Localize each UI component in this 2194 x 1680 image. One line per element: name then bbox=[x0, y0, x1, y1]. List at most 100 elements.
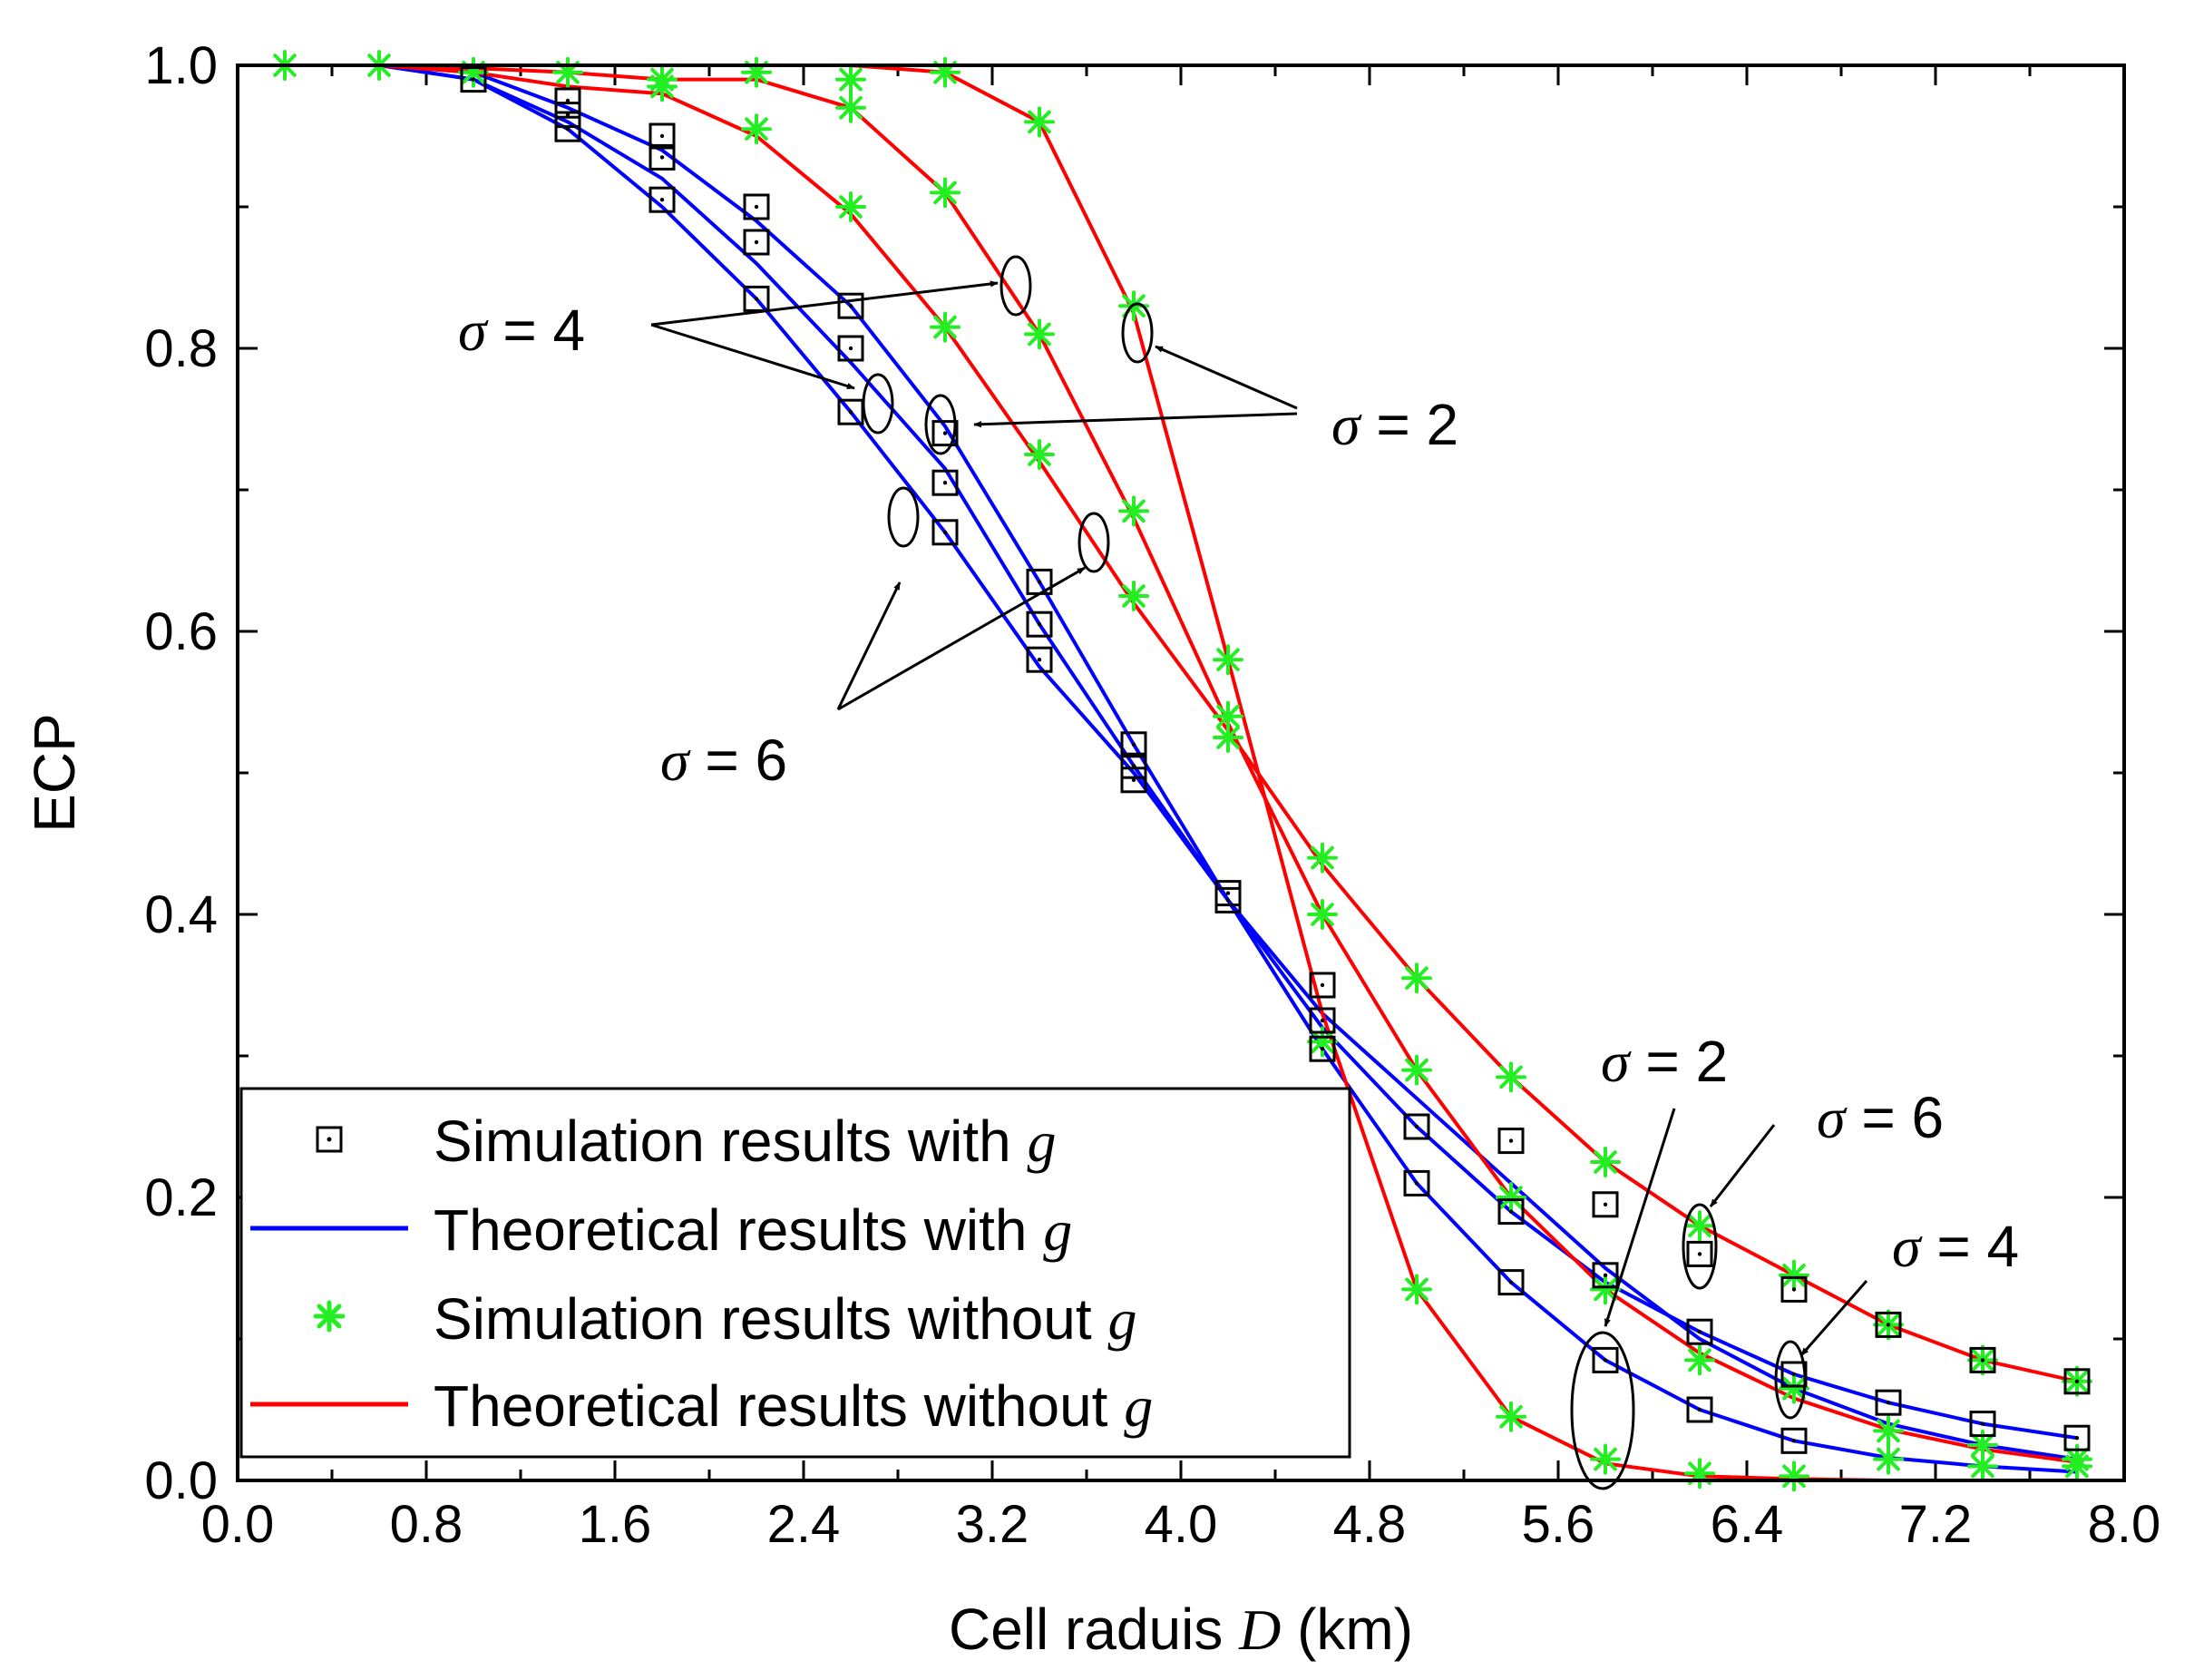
sim-point-without-g bbox=[1684, 1210, 1715, 1242]
sim-point-without-g bbox=[552, 56, 583, 88]
y-tick-label: 1.0 bbox=[144, 36, 218, 95]
annotation-ellipse bbox=[1570, 1331, 1635, 1490]
annotation-sigma2-lower: σ = 2 bbox=[1601, 1029, 1728, 1094]
sim-point-with-g bbox=[2063, 1368, 2091, 1395]
sim-point-with-g bbox=[1309, 1007, 1336, 1034]
annotation-labels: σ = 4 σ = 2 σ = 6 σ = 2 σ = 6 σ = 4 bbox=[458, 298, 2019, 1279]
sim-point-with-g bbox=[648, 122, 676, 150]
sim-point-with-g bbox=[1875, 1389, 1902, 1416]
x-tick-label: 1.6 bbox=[579, 1495, 652, 1554]
sim-point-without-g bbox=[1590, 1443, 1621, 1475]
legend-box bbox=[239, 1087, 1351, 1459]
simulation-points bbox=[269, 50, 2092, 1492]
sim-point-with-g bbox=[837, 292, 864, 319]
annotations bbox=[650, 255, 1868, 1490]
sim-point-without-g bbox=[1024, 439, 1055, 470]
sim-point-without-g bbox=[1024, 106, 1055, 138]
x-axis-title-text: Cell raduis bbox=[949, 1597, 1223, 1662]
annotation-ellipse bbox=[1682, 1203, 1718, 1290]
y-tick-label: 0.8 bbox=[144, 319, 218, 378]
sim-point-with-g bbox=[931, 469, 959, 496]
sim-point-with-g bbox=[837, 335, 864, 362]
sim-point-without-g bbox=[1496, 1401, 1526, 1432]
sim-point-with-g bbox=[1403, 1113, 1430, 1140]
sim-point-with-g bbox=[1026, 610, 1053, 638]
sim-point-without-g bbox=[835, 191, 866, 222]
sim-point-without-g bbox=[1401, 1054, 1432, 1086]
x-tick-label: 6.4 bbox=[1711, 1495, 1784, 1554]
sim-point-with-g bbox=[931, 519, 959, 546]
sim-point-with-g bbox=[1026, 646, 1053, 673]
sim-point-with-g bbox=[554, 115, 581, 142]
sim-point-without-g bbox=[1496, 1182, 1526, 1213]
sim-point-without-g bbox=[1779, 1259, 1809, 1291]
legend-marker-square bbox=[316, 1126, 343, 1153]
annotation-sigma4-upper: σ = 4 bbox=[458, 298, 585, 363]
legend-marker-dot bbox=[327, 1137, 332, 1142]
x-tick-label: 4.0 bbox=[1145, 1495, 1218, 1554]
sim-point-with-g bbox=[1686, 1240, 1713, 1267]
series-line-without-g-sigma-4 bbox=[285, 63, 2078, 1464]
y-tick-label: 0.2 bbox=[144, 1168, 218, 1227]
annotation-arrow bbox=[837, 566, 1086, 711]
sim-point-without-g bbox=[1118, 581, 1149, 611]
sim-point-without-g bbox=[1496, 1061, 1526, 1093]
sim-point-without-g bbox=[1118, 495, 1149, 527]
sim-point-with-g bbox=[648, 143, 676, 171]
sim-point-without-g bbox=[1024, 318, 1055, 350]
annotation-arrow bbox=[650, 323, 855, 390]
annotation-ellipse bbox=[1077, 512, 1110, 573]
sim-point-with-g bbox=[1309, 972, 1336, 999]
sim-point-without-g bbox=[1684, 1458, 1715, 1490]
x-tick-label: 4.8 bbox=[1333, 1495, 1407, 1554]
x-axis-title-unit: (km) bbox=[1297, 1597, 1413, 1662]
x-axis-title: Cell raduis D (km) bbox=[949, 1597, 1413, 1662]
sim-point-with-g bbox=[1969, 1346, 1996, 1373]
series-lines bbox=[285, 63, 2078, 1480]
sim-point-with-g bbox=[1875, 1311, 1902, 1338]
plot-frame bbox=[236, 63, 2126, 1482]
annotation-ellipse bbox=[1121, 302, 1154, 364]
annotation-arrow bbox=[1155, 345, 1298, 410]
sim-point-with-g bbox=[931, 420, 959, 447]
series-line-with-g-sigma-6 bbox=[285, 63, 2078, 1474]
sim-point-with-g bbox=[1120, 767, 1147, 794]
legend-label: Simulation results without g bbox=[434, 1286, 1136, 1352]
annotation-arrow bbox=[1799, 1280, 1868, 1356]
sim-point-with-g bbox=[1686, 1318, 1713, 1345]
sim-point-with-g bbox=[743, 285, 770, 312]
legend-label: Theoretical results without g bbox=[434, 1373, 1153, 1439]
legend-entry-theory-without-g: Theoretical results without g bbox=[250, 1373, 1153, 1439]
annotation-ellipse bbox=[887, 486, 920, 548]
sim-point-with-g bbox=[1686, 1396, 1713, 1423]
sim-point-without-g bbox=[930, 311, 960, 343]
y-tick-label: 0.4 bbox=[144, 885, 218, 944]
sim-point-with-g bbox=[1403, 1169, 1430, 1197]
sim-point-without-g bbox=[1213, 700, 1243, 732]
sim-point-without-g bbox=[1307, 899, 1338, 930]
sim-point-without-g bbox=[741, 113, 772, 145]
sim-point-without-g bbox=[1684, 1344, 1715, 1376]
series-line-without-g-sigma-6 bbox=[285, 63, 2078, 1383]
sim-point-without-g bbox=[1967, 1450, 1998, 1482]
annotation-ellipse bbox=[1774, 1340, 1807, 1420]
annotation-arrow bbox=[836, 581, 902, 710]
legend-entry-theory-with-g: Theoretical results with g bbox=[250, 1197, 1072, 1263]
sim-point-with-g bbox=[1780, 1275, 1808, 1303]
x-tick-label: 5.6 bbox=[1522, 1495, 1595, 1554]
sim-point-without-g bbox=[1779, 1372, 1809, 1404]
sim-point-with-g bbox=[1497, 1198, 1525, 1226]
sim-point-without-g bbox=[741, 56, 772, 88]
sim-point-without-g bbox=[835, 92, 866, 123]
annotation-ellipse bbox=[924, 394, 957, 455]
sim-point-without-g bbox=[930, 56, 960, 88]
sim-point-with-g bbox=[1497, 1269, 1525, 1296]
sim-point-without-g bbox=[930, 177, 960, 209]
annotation-ellipse bbox=[862, 373, 894, 435]
series-line-with-g-sigma-2 bbox=[285, 63, 2078, 1441]
x-tick-label: 0.0 bbox=[201, 1495, 275, 1554]
series-line-with-g-sigma-4 bbox=[285, 63, 2078, 1461]
annotation-arrow bbox=[650, 280, 999, 327]
sim-point-with-g bbox=[648, 186, 676, 213]
sim-point-without-g bbox=[458, 56, 489, 88]
